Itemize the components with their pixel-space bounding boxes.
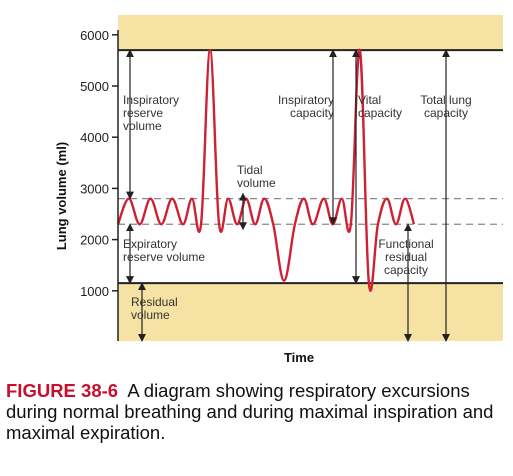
label-line: volume — [237, 176, 276, 190]
label-line: capacity — [384, 263, 428, 277]
figure-caption: FIGURE 38-6 A diagram showing respirator… — [6, 380, 511, 443]
label-line: Vital — [358, 93, 381, 107]
y-tick-label: 5000 — [80, 79, 109, 94]
label-line: residual — [385, 250, 427, 264]
label-line: reserve — [123, 106, 163, 120]
label-line: reserve volume — [123, 250, 205, 264]
label-line: Tidal — [237, 163, 263, 177]
label-vital-capacity: Vital capacity — [358, 93, 402, 120]
label-line: Residual — [131, 295, 178, 309]
caption-text: A diagram showing respiratory excursions… — [6, 380, 494, 443]
upper-band — [118, 15, 503, 51]
y-tick-label: 4000 — [80, 130, 109, 145]
label-line: Inspiratory — [123, 93, 179, 107]
y-tick-label: 2000 — [80, 233, 109, 248]
y-tick-label: 1000 — [80, 284, 109, 299]
y-tick-label: 6000 — [80, 28, 109, 43]
label-residual-volume: Residual volume — [131, 295, 178, 322]
label-line: capacity — [424, 106, 468, 120]
label-line: Functional — [378, 237, 433, 251]
label-line: Expiratory — [123, 237, 177, 251]
lung-volume-chart: 1000 2000 3000 4000 5000 6000 Lung volume (ml)… — [54, 15, 503, 365]
label-functional-residual-capacity: Functional residual capacity — [378, 237, 433, 277]
label-expiratory-reserve-volume: Expiratory reserve volume — [123, 237, 205, 264]
residual-band — [118, 283, 503, 341]
label-inspiratory-reserve-volume: Inspiratory reserve volume — [123, 93, 179, 133]
label-line: Inspiratory — [278, 93, 334, 107]
volume-trace — [116, 48, 416, 292]
x-axis-title: Time — [284, 350, 314, 365]
label-total-lung-capacity: Total lung capacity — [420, 93, 471, 120]
y-axis-title: Lung volume (ml) — [54, 142, 69, 250]
y-tick-label: 3000 — [80, 181, 109, 196]
label-inspiratory-capacity: Inspiratory capacity — [278, 93, 334, 120]
label-line: capacity — [358, 106, 402, 120]
label-tidal-volume: Tidal volume — [237, 163, 276, 190]
label-line: volume — [131, 308, 170, 322]
label-line: Total lung — [420, 93, 471, 107]
label-line: capacity — [290, 106, 334, 120]
label-line: volume — [123, 119, 162, 133]
figure-label: FIGURE 38-6 — [6, 380, 119, 401]
